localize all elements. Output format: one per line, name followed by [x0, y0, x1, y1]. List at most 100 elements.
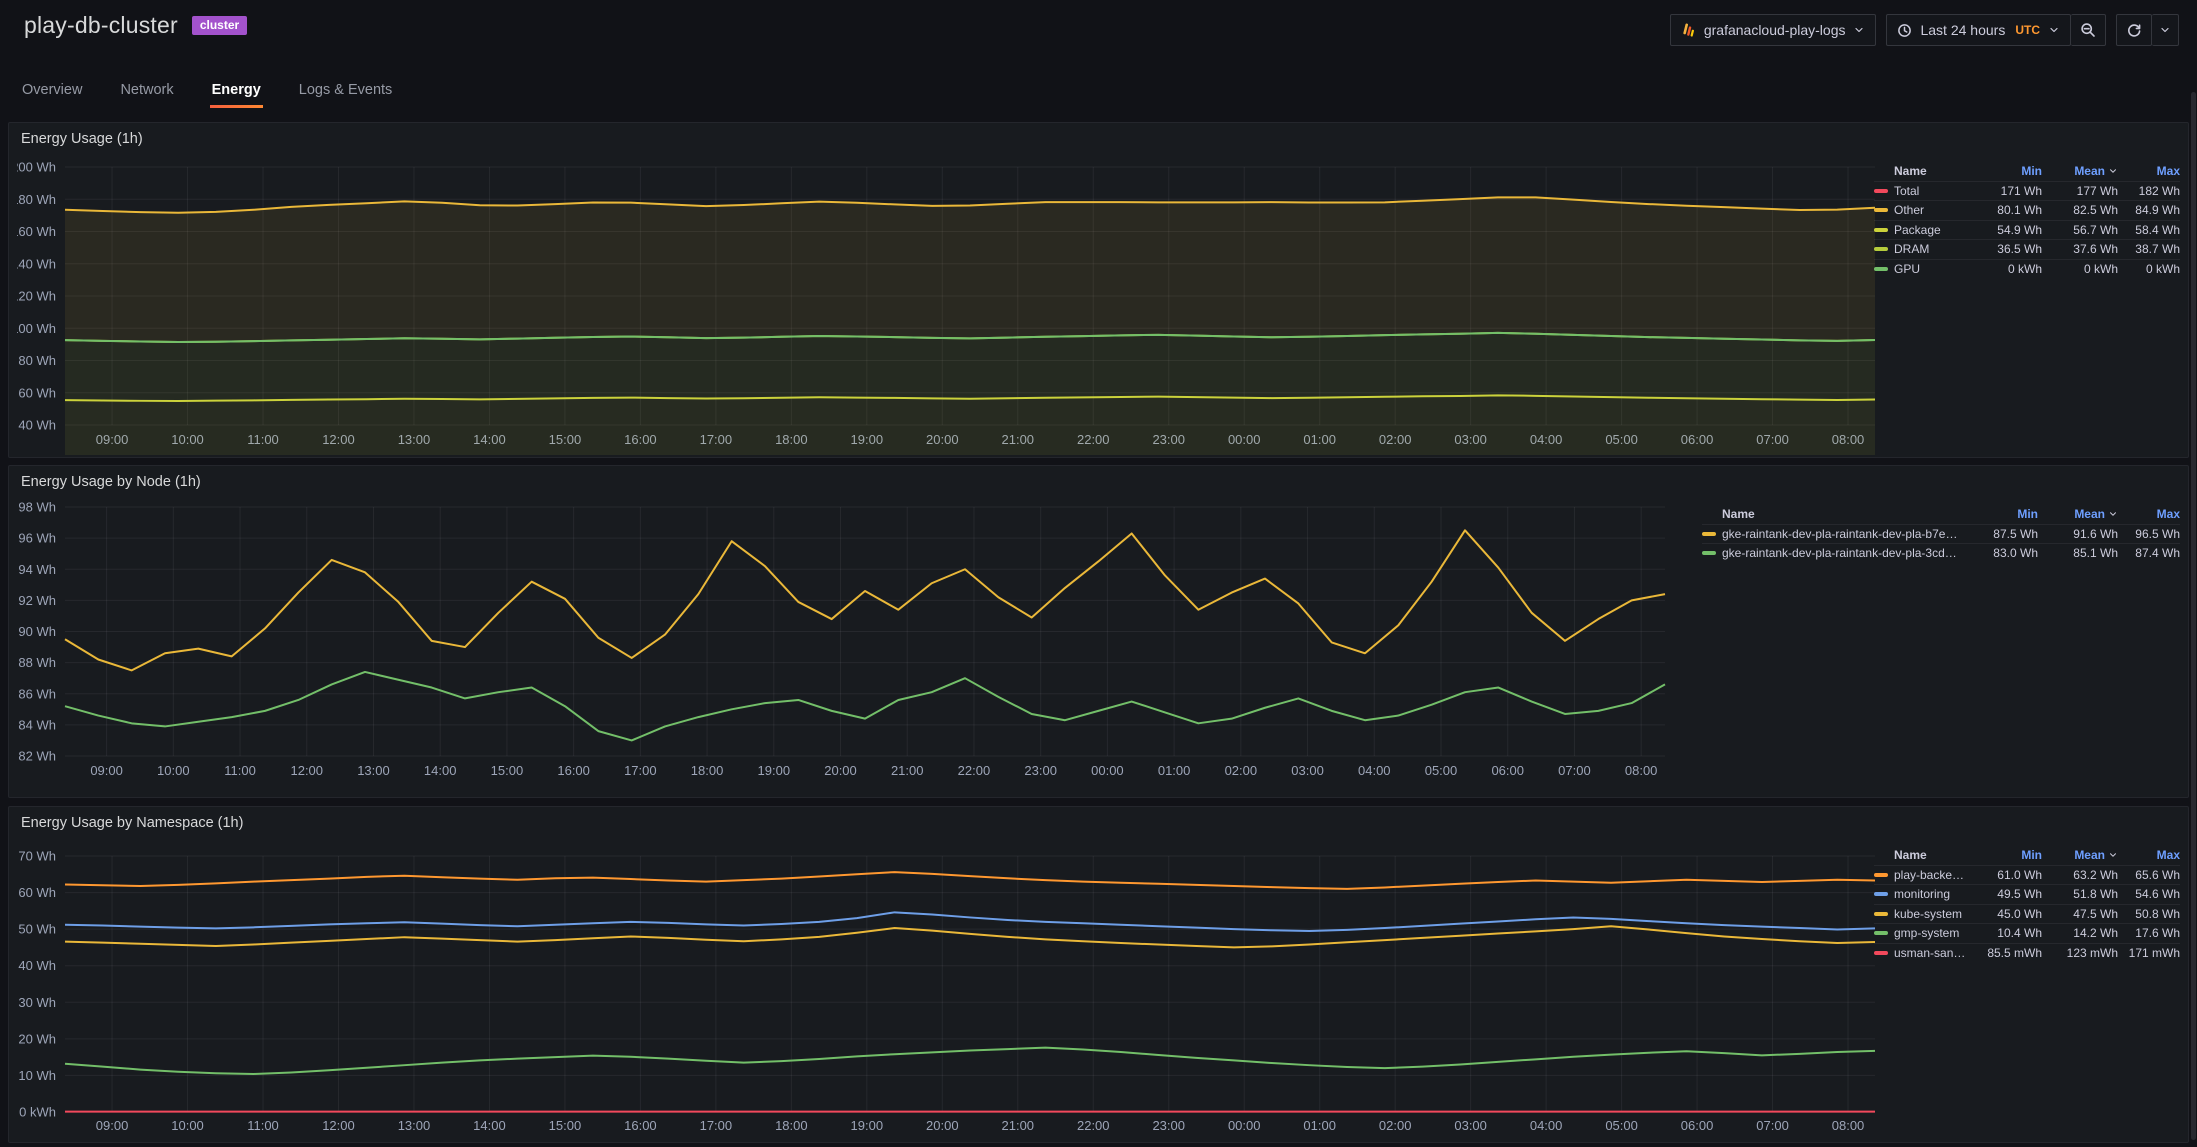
series-stat: 38.7 Wh — [2135, 242, 2180, 257]
y-axis-tick-label: 10 Wh — [18, 1068, 56, 1083]
time-range-picker[interactable]: Last 24 hours UTC — [1886, 14, 2071, 46]
series-name[interactable]: DRAM — [1894, 242, 1930, 257]
series-color-swatch — [1874, 872, 1888, 877]
series-color-swatch — [1874, 931, 1888, 936]
legend-column-min[interactable]: Min — [2021, 163, 2042, 178]
legend-column-mean[interactable]: Mean — [2038, 507, 2118, 521]
legend-row-gke-raintank-dev-pla-raintank-dev-pla-3cd3aafc-2sl4[interactable]: gke-raintank-dev-pla-raintank-dev-pla-3c… — [1702, 543, 2180, 563]
panel-title[interactable]: Energy Usage by Namespace (1h) — [21, 815, 244, 831]
series-stat: 0 kWh — [2007, 261, 2042, 276]
legend-row-dram[interactable]: DRAM 36.5 Wh 37.6 Wh 38.7 Wh — [1874, 239, 2180, 259]
refresh-button[interactable] — [2116, 14, 2152, 46]
legend-column-max[interactable]: Max — [2156, 847, 2180, 862]
series-stat: 17.6 Wh — [2135, 926, 2180, 941]
legend-row-other[interactable]: Other 80.1 Wh 82.5 Wh 84.9 Wh — [1874, 200, 2180, 220]
x-axis-tick-label: 20:00 — [926, 1118, 959, 1133]
y-axis-tick-label: 92 Wh — [18, 593, 56, 608]
datasource-label: grafanacloud-play-logs — [1703, 22, 1846, 38]
sort-desc-icon — [2110, 512, 2116, 516]
series-name[interactable]: play-backends — [1894, 867, 1972, 882]
series-stat: 37.6 Wh — [2073, 242, 2118, 257]
x-axis-tick-label: 08:00 — [1625, 763, 1658, 778]
series-name[interactable]: monitoring — [1894, 887, 1951, 902]
y-axis-tick-label: 90 Wh — [18, 624, 56, 639]
series-name[interactable]: Total — [1894, 183, 1920, 198]
series-name[interactable]: GPU — [1894, 261, 1921, 276]
tab-energy[interactable]: Energy — [209, 78, 263, 108]
legend-row-monitoring[interactable]: monitoring 49.5 Wh 51.8 Wh 54.6 Wh — [1874, 884, 2180, 904]
x-axis-tick-label: 08:00 — [1832, 432, 1865, 447]
y-axis-tick-label: 30 Wh — [18, 995, 56, 1010]
legend-column-max[interactable]: Max — [2156, 163, 2180, 178]
x-axis-tick-label: 00:00 — [1228, 1118, 1261, 1133]
legend-row-total[interactable]: Total 171 Wh 177 Wh 182 Wh — [1874, 180, 2180, 201]
legend-column-max[interactable]: Max — [2156, 506, 2180, 521]
page-scrollbar[interactable] — [2191, 92, 2196, 1140]
series-name[interactable]: kube-system — [1894, 906, 1963, 921]
series-stat: 56.7 Wh — [2073, 222, 2118, 237]
datasource-picker[interactable]: grafanacloud-play-logs — [1669, 14, 1877, 46]
series-stat: 50.8 Wh — [2135, 906, 2180, 921]
panel-title[interactable]: Energy Usage (1h) — [21, 131, 143, 147]
series-name[interactable]: usman-sandbox — [1894, 945, 1976, 960]
legend-table: Name Min Mean Max play-backends 61.0 Wh 63.2 W… — [1874, 845, 2180, 962]
legend-column-name[interactable]: Name — [1894, 163, 1927, 178]
y-axis-tick-label: 60 Wh — [18, 885, 56, 900]
x-axis-tick-label: 02:00 — [1225, 763, 1258, 778]
chevron-down-icon — [2048, 24, 2060, 36]
series-name[interactable]: Package — [1894, 222, 1941, 237]
legend-row-gpu[interactable]: GPU 0 kWh 0 kWh 0 kWh — [1874, 258, 2180, 279]
legend-column-mean[interactable]: Mean — [2042, 848, 2118, 862]
time-series-plot[interactable]: 70 Wh 60 Wh 50 Wh 40 Wh 30 Wh 20 Wh 10 Wh 0 kWh… — [17, 837, 1883, 1140]
x-axis-tick-label: 07:00 — [1756, 432, 1789, 447]
legend-column-name[interactable]: Name — [1894, 847, 1927, 862]
x-axis-tick-label: 21:00 — [1002, 432, 1035, 447]
tab-logs-events[interactable]: Logs & Events — [298, 82, 393, 98]
x-axis-tick-label: 09:00 — [90, 763, 123, 778]
series-stat: 49.5 Wh — [1997, 887, 2042, 902]
legend-column-mean[interactable]: Mean — [2042, 164, 2118, 178]
zoom-out-button[interactable] — [2071, 14, 2106, 46]
time-series-plot[interactable]: 200 Wh 180 Wh 160 Wh 140 Wh 120 Wh 100 Wh 80 W… — [17, 153, 1883, 455]
sort-desc-icon — [2110, 853, 2116, 857]
refresh-controls — [2116, 14, 2179, 46]
legend-column-min[interactable]: Min — [2021, 847, 2042, 862]
refresh-interval-dropdown[interactable] — [2152, 14, 2179, 46]
time-series-plot[interactable]: 98 Wh 96 Wh 94 Wh 92 Wh 90 Wh 88 Wh 86 Wh 84 Wh… — [17, 496, 1673, 796]
series-name[interactable]: Other — [1894, 203, 1925, 218]
y-axis-tick-label: 80 Wh — [18, 353, 56, 368]
legend-row-package[interactable]: Package 54.9 Wh 56.7 Wh 58.4 Wh — [1874, 219, 2180, 240]
series-stat: 84.9 Wh — [2135, 203, 2180, 218]
legend-row-usman-sandbox[interactable]: usman-sandbox 85.5 mWh 123 mWh 171 mWh — [1874, 942, 2180, 963]
x-axis-tick-label: 02:00 — [1379, 1118, 1412, 1133]
tab-overview[interactable]: Overview — [22, 82, 83, 98]
legend-header-row: Name Min Mean Max — [1702, 504, 2180, 524]
x-axis-tick-label: 10:00 — [171, 1118, 204, 1133]
x-axis-tick-label: 13:00 — [398, 432, 431, 447]
x-axis-tick-label: 01:00 — [1303, 432, 1336, 447]
series-stat: 61.0 Wh — [1997, 867, 2042, 882]
x-axis-tick-label: 22:00 — [1077, 1118, 1110, 1133]
y-axis-tick-label: 140 Wh — [17, 256, 56, 271]
x-axis-tick-label: 15:00 — [549, 432, 582, 447]
series-line-package — [64, 394, 1876, 402]
legend-row-gmp-system[interactable]: gmp-system 10.4 Wh 14.2 Wh 17.6 Wh — [1874, 923, 2180, 943]
tab-network[interactable]: Network — [120, 82, 174, 98]
legend-row-gke-raintank-dev-pla-raintank-dev-pla-b7e2d722-f2xt[interactable]: gke-raintank-dev-pla-raintank-dev-pla-b7… — [1702, 523, 2180, 544]
series-stat: 65.6 Wh — [2135, 867, 2180, 882]
page-title: play-db-cluster — [24, 12, 178, 38]
x-axis-tick-label: 05:00 — [1605, 432, 1638, 447]
panel-title[interactable]: Energy Usage by Node (1h) — [21, 474, 201, 490]
time-range-label: Last 24 hours — [1920, 22, 2006, 38]
series-name[interactable]: gke-raintank-dev-pla-raintank-dev-pla-3c… — [1722, 546, 1968, 561]
series-name[interactable]: gke-raintank-dev-pla-raintank-dev-pla-b7… — [1722, 526, 1968, 541]
legend-row-play-backends[interactable]: play-backends 61.0 Wh 63.2 Wh 65.6 Wh — [1874, 864, 2180, 885]
x-axis-tick-label: 03:00 — [1454, 432, 1487, 447]
time-controls: Last 24 hours UTC — [1886, 14, 2106, 46]
legend-row-kube-system[interactable]: kube-system 45.0 Wh 47.5 Wh 50.8 Wh — [1874, 903, 2180, 924]
series-color-swatch — [1702, 531, 1716, 536]
x-axis-tick-label: 13:00 — [357, 763, 390, 778]
legend-column-name[interactable]: Name — [1722, 506, 1755, 521]
series-name[interactable]: gmp-system — [1894, 926, 1960, 941]
legend-column-min[interactable]: Min — [2017, 506, 2038, 521]
